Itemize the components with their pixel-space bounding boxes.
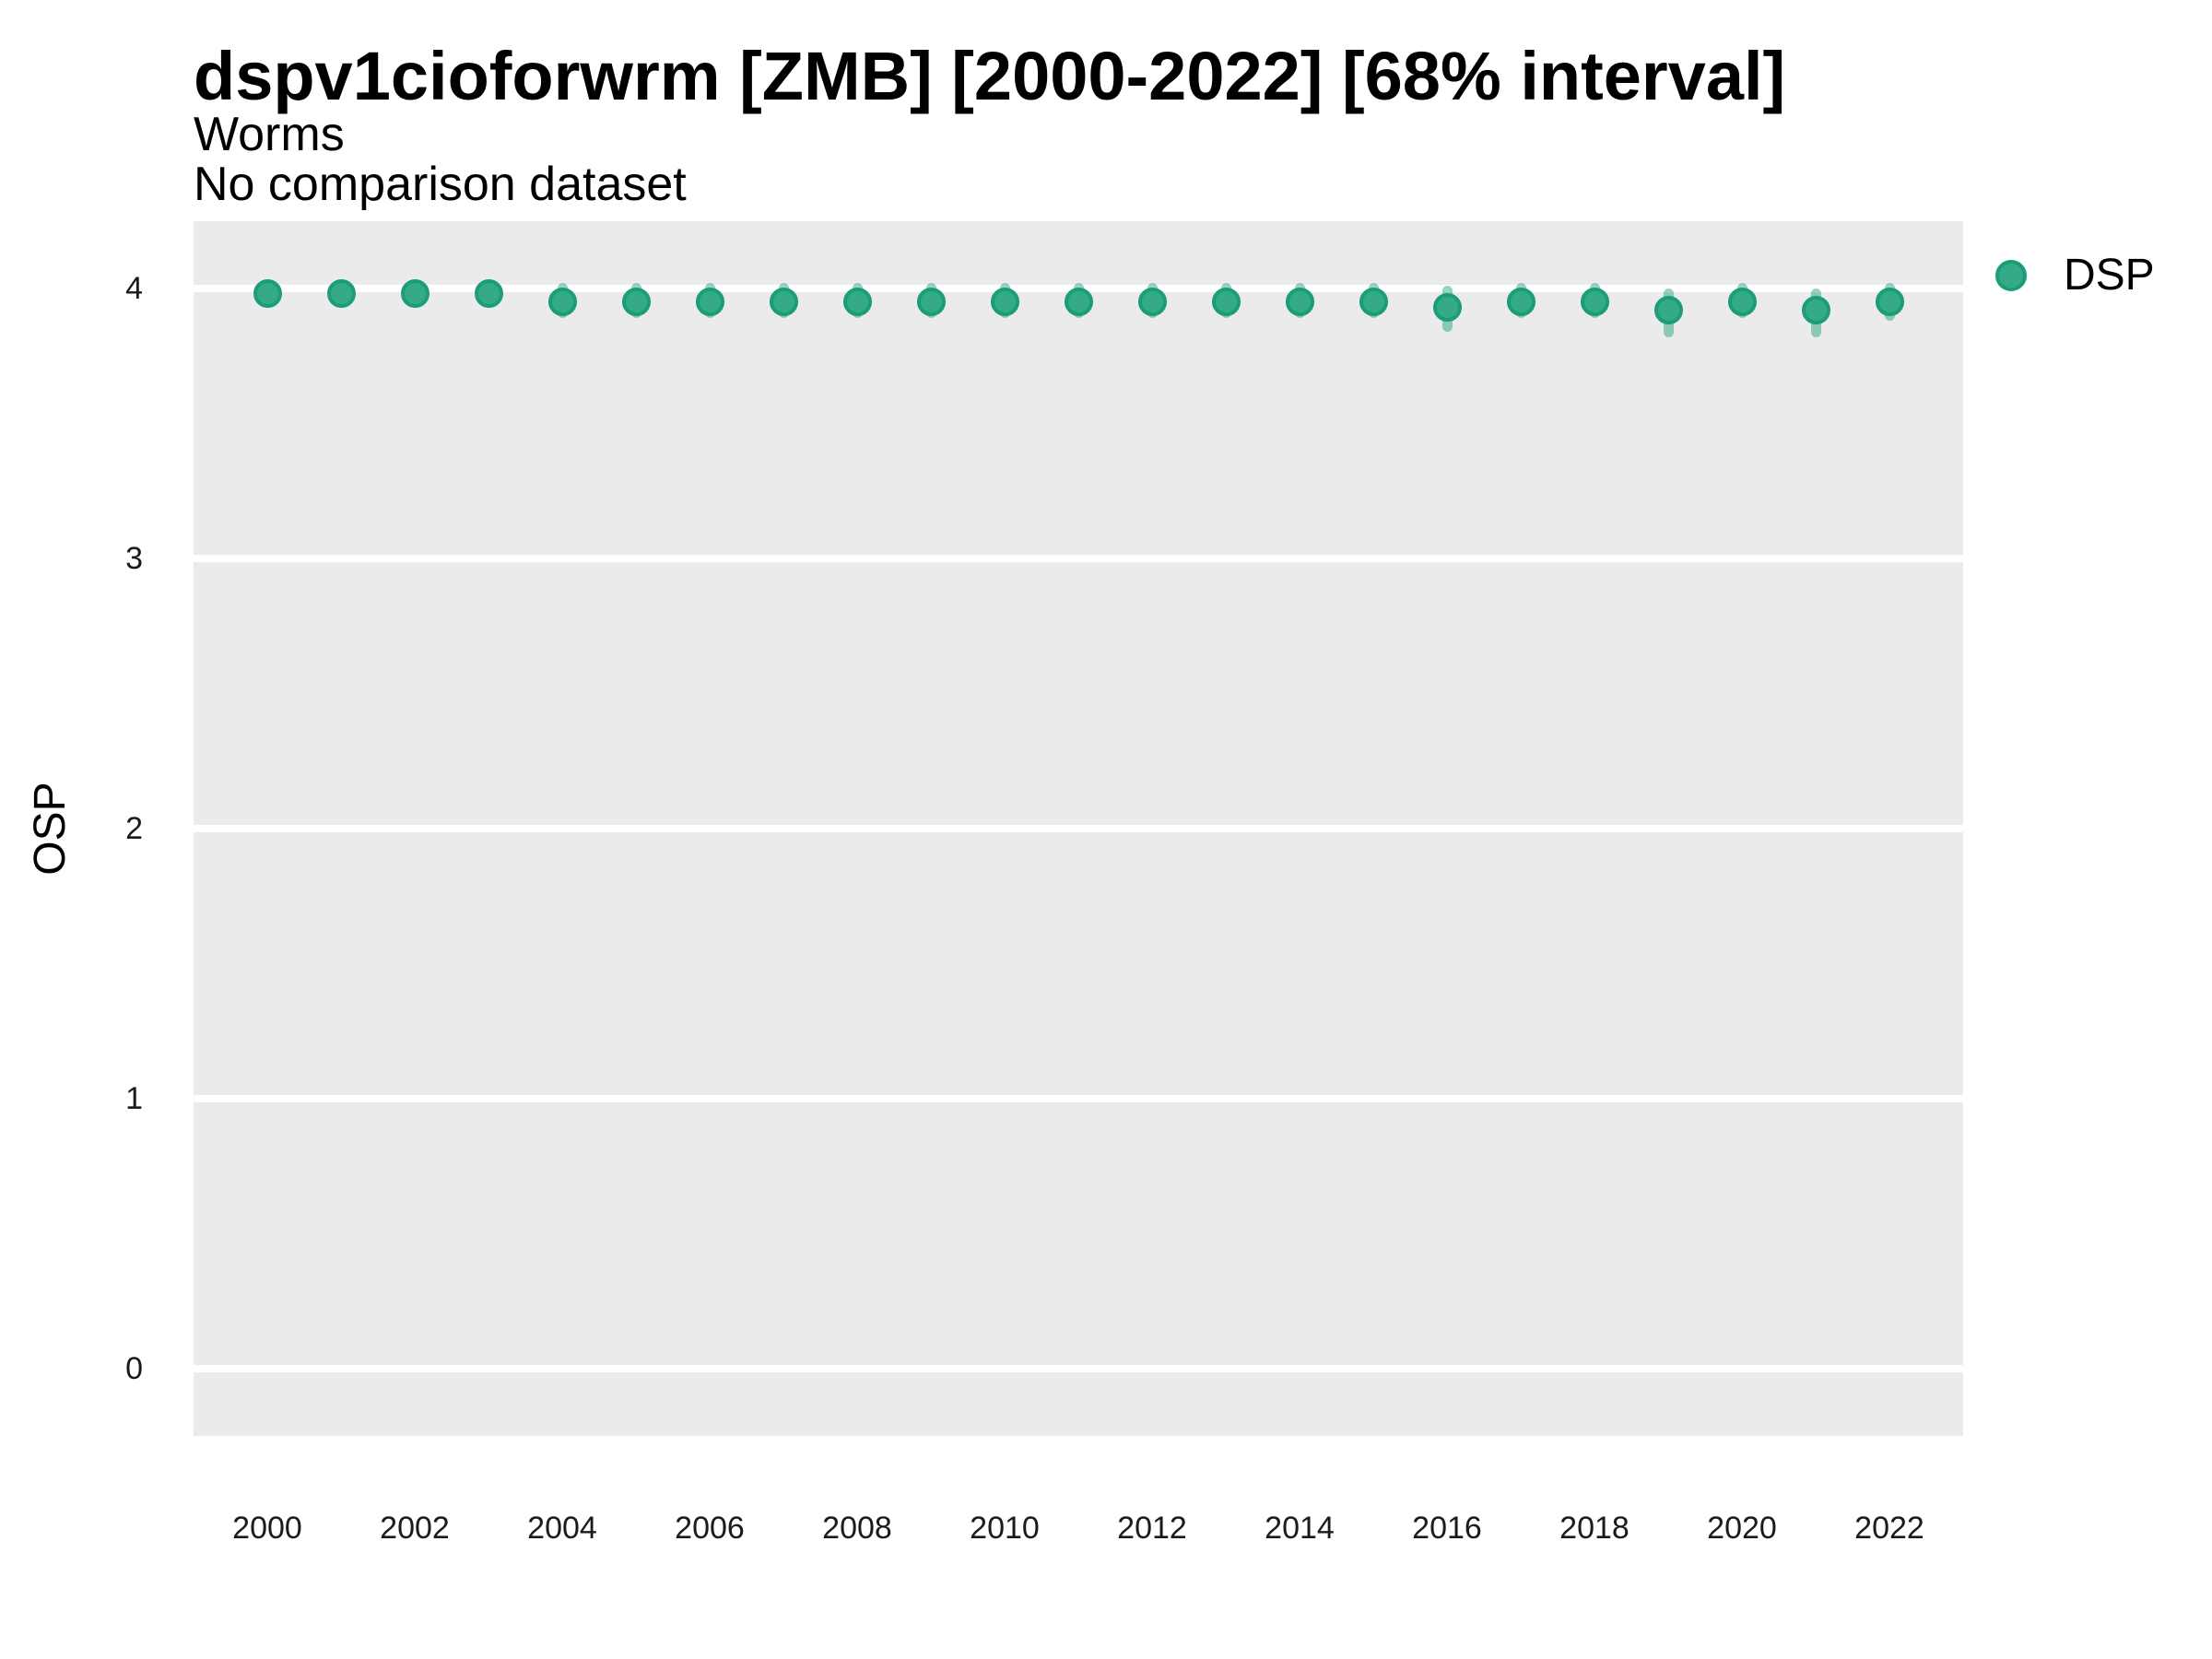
data-point-2004 [547, 288, 577, 317]
data-point-2014 [1285, 288, 1314, 317]
y-tick-label-3: 3 [125, 541, 143, 576]
x-tick-label-2006: 2006 [675, 1511, 745, 1546]
x-tick-label-2014: 2014 [1265, 1511, 1335, 1546]
y-tick-label-2: 2 [125, 811, 143, 846]
x-tick-label-2008: 2008 [822, 1511, 892, 1546]
chart-subtitle: Worms [194, 108, 345, 161]
data-point-2011 [1064, 288, 1093, 317]
gridline-y-0 [194, 1365, 1963, 1372]
y-tick-label-1: 1 [125, 1081, 143, 1116]
legend-point-marker-icon [1995, 260, 2027, 291]
y-tick-label-4: 4 [125, 271, 143, 306]
gridline-y-3 [194, 555, 1963, 562]
data-point-2016 [1432, 293, 1462, 322]
data-point-2020 [1727, 288, 1757, 317]
comparison-note: No comparison dataset [194, 158, 687, 211]
y-tick-label-0: 0 [125, 1351, 143, 1386]
data-point-2022 [1875, 288, 1904, 317]
data-point-2012 [1137, 288, 1167, 317]
gridline-y-2 [194, 825, 1963, 832]
data-point-2015 [1359, 288, 1388, 317]
data-point-2007 [769, 288, 798, 317]
x-tick-label-2022: 2022 [1854, 1511, 1924, 1546]
data-point-2017 [1506, 288, 1535, 317]
data-point-2005 [621, 288, 651, 317]
data-point-2001 [326, 279, 356, 309]
x-tick-label-2012: 2012 [1117, 1511, 1187, 1546]
x-tick-label-2016: 2016 [1412, 1511, 1482, 1546]
data-point-2013 [1211, 288, 1241, 317]
legend-label: DSP [2064, 251, 2155, 300]
data-point-2008 [842, 288, 872, 317]
data-point-2021 [1801, 295, 1830, 324]
gridline-y-1 [194, 1095, 1963, 1102]
data-point-2003 [474, 279, 503, 309]
data-point-2010 [990, 288, 1019, 317]
chart-title: dspv1cioforwrm [ZMB] [2000-2022] [68% in… [194, 38, 1786, 114]
data-point-2018 [1580, 288, 1609, 317]
x-tick-label-2002: 2002 [380, 1511, 450, 1546]
x-tick-label-2018: 2018 [1559, 1511, 1630, 1546]
data-point-2009 [916, 288, 946, 317]
x-tick-label-2004: 2004 [527, 1511, 597, 1546]
legend: DSP [1995, 249, 2155, 302]
data-point-2019 [1653, 295, 1683, 324]
data-point-2000 [253, 279, 282, 309]
x-tick-label-2000: 2000 [232, 1511, 302, 1546]
x-tick-label-2020: 2020 [1707, 1511, 1777, 1546]
data-point-2006 [695, 288, 724, 317]
plot-panel [194, 221, 1963, 1436]
data-point-2002 [400, 279, 429, 309]
x-tick-label-2010: 2010 [970, 1511, 1040, 1546]
